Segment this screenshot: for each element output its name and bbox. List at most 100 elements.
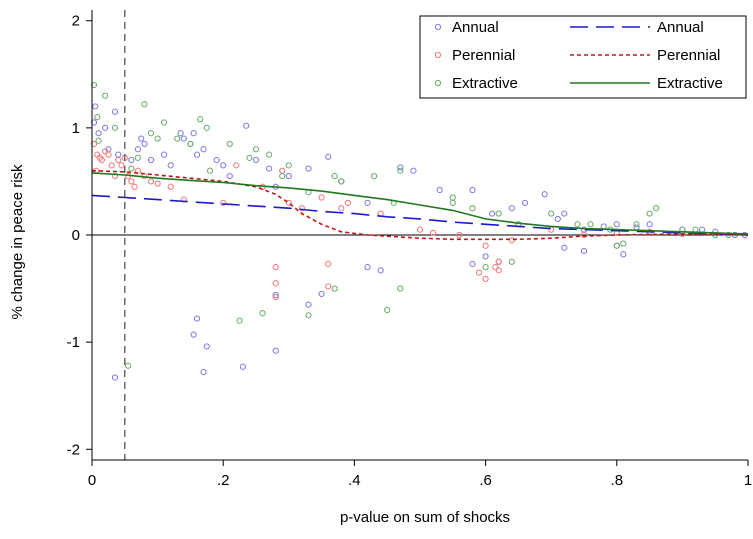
scatter-point-extractive <box>449 194 456 201</box>
scatter-point-extractive <box>384 306 391 314</box>
scatter-point-annual <box>364 199 371 206</box>
scatter-point-extractive <box>252 146 260 153</box>
scatter-point-annual <box>397 164 404 171</box>
scatter-point-perennial <box>482 275 489 283</box>
scatter-point-annual <box>147 156 155 164</box>
scatter-point-annual <box>128 156 135 164</box>
scatter-point-annual <box>469 186 476 194</box>
scatter-point-perennial <box>482 242 489 249</box>
scatter-point-perennial <box>154 180 161 187</box>
scatter-point-extractive <box>134 154 142 161</box>
scatter-point-perennial <box>111 172 119 180</box>
scatter-point-annual <box>190 130 197 137</box>
legend-label-marker-perennial: Perennial <box>452 47 515 64</box>
scatter-point-perennial <box>298 205 306 212</box>
scatter-point-perennial <box>105 151 112 158</box>
scatter-point-annual <box>561 244 568 251</box>
scatter-point-extractive <box>95 137 102 144</box>
scatter-point-extractive <box>141 101 148 108</box>
scatter-point-extractive <box>246 154 253 161</box>
scatter-point-annual <box>102 124 109 131</box>
scatter-point-perennial <box>220 199 227 206</box>
legend-marker-extractive <box>434 79 442 87</box>
legend-label-line-extractive: Extractive <box>657 75 723 92</box>
fit-line-extractive <box>91 172 749 235</box>
scatter-point-extractive <box>331 285 338 292</box>
scatter-point-perennial <box>167 183 174 190</box>
scatter-point-perennial <box>102 148 109 155</box>
scatter-point-perennial <box>134 167 142 174</box>
legend-box <box>419 15 747 99</box>
scatter-point-annual <box>436 186 443 194</box>
scatter-point-extractive <box>154 135 161 142</box>
scatter-point-annual <box>200 146 207 153</box>
scatter-point-annual <box>613 221 620 228</box>
x-tick-label: .4 <box>348 472 361 489</box>
scatter-point-extractive <box>646 210 653 217</box>
scatter-point-extractive <box>548 210 555 217</box>
scatter-point-perennial <box>475 269 483 276</box>
scatter-point-extractive <box>370 172 378 180</box>
scatter-point-extractive <box>161 119 168 126</box>
y-tick-label: 2 <box>72 13 80 30</box>
scatter-point-perennial <box>233 162 240 169</box>
scatter-point-perennial <box>147 178 155 185</box>
scatter-point-perennial <box>285 199 292 206</box>
scatter-point-perennial <box>131 183 138 190</box>
scatter-point-extractive <box>279 172 286 180</box>
legend-label-line-annual: Annual <box>657 19 704 36</box>
y-tick-label: -1 <box>67 334 80 351</box>
scatter-point-extractive <box>266 151 273 158</box>
scatter-point-annual <box>239 363 246 370</box>
scatter-point-annual <box>161 151 168 158</box>
scatter-point-annual <box>325 153 332 160</box>
scatter-point-annual <box>482 253 489 260</box>
scatter-point-extractive <box>203 124 210 131</box>
y-axis-label: % change in peace risk <box>9 164 26 320</box>
scatter-point-annual <box>489 210 496 217</box>
scatter-point-annual <box>226 172 233 180</box>
scatter-point-perennial <box>344 199 351 206</box>
scatter-point-extractive <box>174 135 181 142</box>
scatter-point-annual <box>620 251 627 258</box>
x-tick-label: 1 <box>744 472 752 489</box>
scatter-point-annual <box>177 130 184 137</box>
x-axis-label: p-value on sum of shocks <box>340 509 510 526</box>
scatter-point-perennial <box>325 260 332 268</box>
scatter-point-annual <box>508 205 515 212</box>
scatter-point-perennial <box>272 294 279 301</box>
scatter-point-annual <box>554 215 561 223</box>
scatter-point-annual <box>646 221 653 228</box>
scatter-point-extractive <box>331 172 338 180</box>
scatter-point-perennial <box>492 264 499 271</box>
y-tick-label: -2 <box>67 441 80 458</box>
scatter-point-annual <box>134 146 142 153</box>
scatter-point-extractive <box>653 205 660 212</box>
scatter-point-annual <box>193 315 201 322</box>
plot-area <box>90 10 749 460</box>
scatter-point-perennial <box>272 280 279 287</box>
scatter-point-annual <box>95 130 102 137</box>
scatter-point-extractive <box>574 221 581 228</box>
scatter-point-annual <box>469 260 476 268</box>
scatter-point-extractive <box>259 310 266 317</box>
scatter-point-perennial <box>430 229 437 236</box>
scatter-point-extractive <box>102 92 109 99</box>
scatter-point-extractive <box>128 165 135 172</box>
scatter-point-annual <box>272 291 279 299</box>
scatter-point-perennial <box>90 140 98 148</box>
scatter-point-annual <box>541 191 548 198</box>
scatter-point-extractive <box>206 167 214 174</box>
scatter-point-perennial <box>272 264 279 271</box>
y-tick-label: 1 <box>72 120 80 137</box>
scatter-point-extractive <box>305 312 312 319</box>
scatter-point-perennial <box>115 156 122 164</box>
legend: Annual Perennial Extractive Annual Perennial… <box>419 15 747 99</box>
x-tick-label: .6 <box>479 472 492 489</box>
scatter-point-extractive <box>94 114 101 121</box>
scatter-point-perennial <box>128 178 135 185</box>
legend-marker-annual <box>434 23 442 31</box>
legend-label-line-perennial: Perennial <box>657 47 720 64</box>
scatter-point-annual <box>190 331 197 338</box>
